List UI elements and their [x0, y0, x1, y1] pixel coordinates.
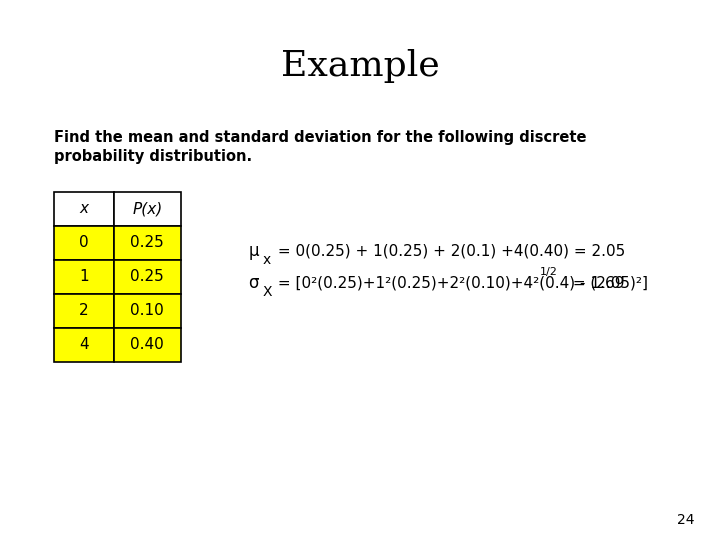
Text: Example: Example [281, 49, 439, 83]
Text: probability distribution.: probability distribution. [54, 148, 252, 164]
Text: 1: 1 [79, 269, 89, 284]
Text: 4: 4 [79, 338, 89, 352]
Text: 2: 2 [79, 303, 89, 318]
Text: σ: σ [248, 274, 259, 293]
Bar [54, 328, 114, 362]
Text: 0.25: 0.25 [130, 269, 164, 284]
Bar [114, 328, 181, 362]
Text: = 0(0.25) + 1(0.25) + 2(0.1) +4(0.40) = 2.05: = 0(0.25) + 1(0.25) + 2(0.1) +4(0.40) = … [273, 244, 625, 259]
Bar [114, 192, 181, 226]
Text: μ: μ [248, 242, 259, 260]
Bar [114, 226, 181, 260]
Text: 0.25: 0.25 [130, 235, 164, 250]
Text: 0.10: 0.10 [130, 303, 164, 318]
Bar [54, 226, 114, 260]
Text: 0: 0 [79, 235, 89, 250]
Text: 0.40: 0.40 [130, 338, 164, 352]
Text: = [0²(0.25)+1²(0.25)+2²(0.10)+4²(0.4) - (2.05)²]: = [0²(0.25)+1²(0.25)+2²(0.10)+4²(0.4) - … [273, 276, 648, 291]
Text: X: X [263, 285, 272, 299]
Bar [54, 192, 114, 226]
Text: 24: 24 [678, 512, 695, 526]
Text: Find the mean and standard deviation for the following discrete: Find the mean and standard deviation for… [54, 130, 587, 145]
Bar [54, 260, 114, 294]
Bar [114, 294, 181, 328]
Text: x: x [263, 253, 271, 267]
Text: x: x [79, 201, 89, 216]
Text: = 1.69: = 1.69 [568, 276, 625, 291]
Text: 1/2: 1/2 [539, 267, 557, 276]
Bar [54, 294, 114, 328]
Text: P(x): P(x) [132, 201, 163, 216]
Bar [114, 260, 181, 294]
